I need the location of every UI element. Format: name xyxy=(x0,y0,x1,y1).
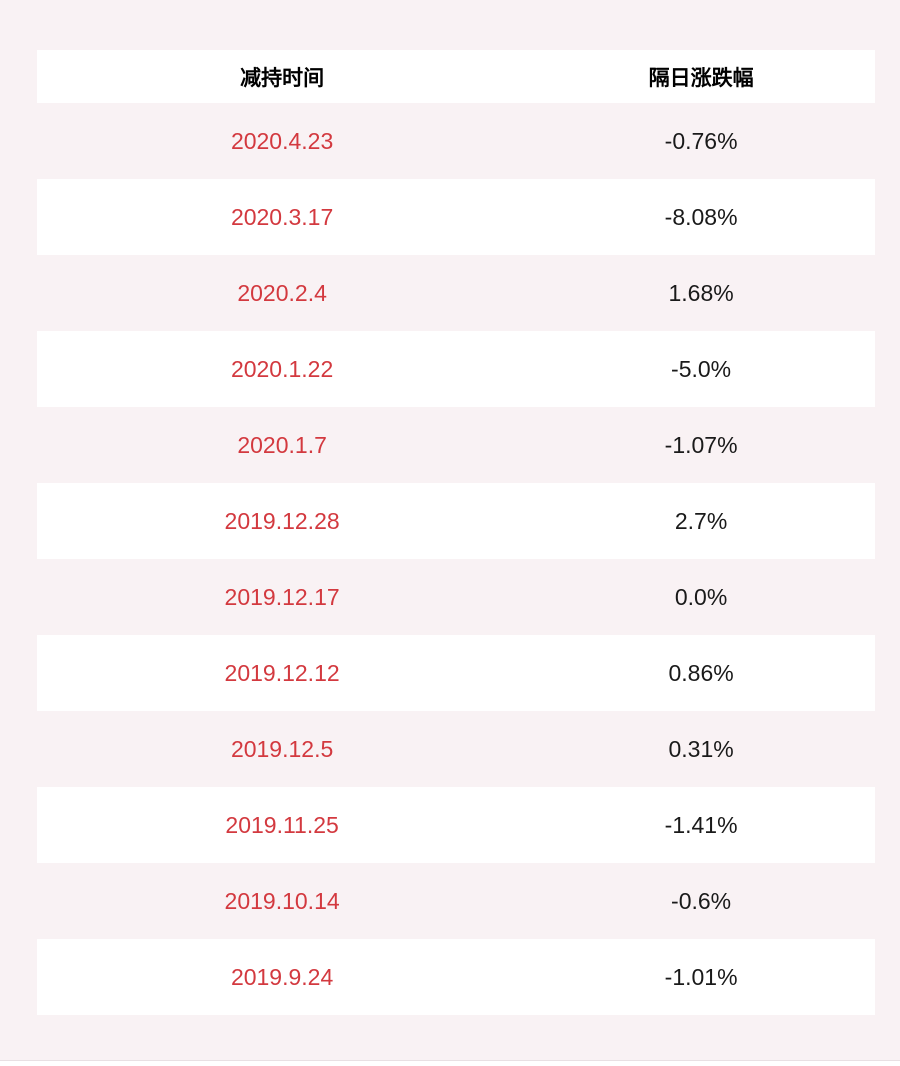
next-day-change-cell: 2.7% xyxy=(674,507,728,534)
reduction-date-cell: 2020.2.4 xyxy=(237,279,327,306)
reduction-date-cell: 2019.12.17 xyxy=(224,583,340,610)
table-row: 2019.10.14 -0.6% xyxy=(37,863,875,939)
reduction-date-cell: 2019.12.5 xyxy=(230,735,334,762)
reduction-change-table: 减持时间 隔日涨跌幅 2020.4.23 -0.76% 2020.3.17 -8.08… xyxy=(37,50,875,1015)
table-row: 2019.12.17 0.0% xyxy=(37,559,875,635)
next-day-change-cell: 0.0% xyxy=(674,583,728,610)
next-day-change-cell: -1.01% xyxy=(664,963,738,990)
table-body: 2020.4.23 -0.76% 2020.3.17 -8.08% 2020.2.4 1.… xyxy=(37,103,875,1015)
bottom-white-strip xyxy=(0,1061,900,1066)
next-day-change-cell: -1.07% xyxy=(664,431,738,458)
next-day-change-cell: 0.31% xyxy=(668,735,734,762)
bottom-divider-line xyxy=(0,1060,900,1061)
reduction-date-cell: 2019.12.28 xyxy=(224,507,340,534)
reduction-date-cell: 2019.10.14 xyxy=(224,887,340,914)
column-header-next-day-change: 隔日涨跌幅 xyxy=(648,66,754,90)
next-day-change-cell: -0.6% xyxy=(671,887,732,914)
table-row: 2020.2.4 1.68% xyxy=(37,255,875,331)
column-header-reduction-time: 减持时间 xyxy=(240,66,325,90)
table-header-row: 减持时间 隔日涨跌幅 xyxy=(37,50,875,103)
reduction-date-cell: 2020.1.22 xyxy=(230,355,334,382)
next-day-change-cell: -1.41% xyxy=(664,811,738,838)
table-row: 2019.12.28 2.7% xyxy=(37,483,875,559)
table-row: 2019.11.25 -1.41% xyxy=(37,787,875,863)
table-row: 2020.3.17 -8.08% xyxy=(37,179,875,255)
reduction-date-cell: 2020.1.7 xyxy=(237,431,327,458)
next-day-change-cell: 1.68% xyxy=(668,279,734,306)
reduction-date-cell: 2019.9.24 xyxy=(230,963,334,990)
reduction-date-cell: 2020.4.23 xyxy=(230,127,334,154)
next-day-change-cell: -5.0% xyxy=(671,355,732,382)
table-row: 2020.1.7 -1.07% xyxy=(37,407,875,483)
table-row: 2020.1.22 -5.0% xyxy=(37,331,875,407)
table-row: 2020.4.23 -0.76% xyxy=(37,103,875,179)
table-row: 2019.9.24 -1.01% xyxy=(37,939,875,1015)
next-day-change-cell: 0.86% xyxy=(668,659,734,686)
next-day-change-cell: -8.08% xyxy=(664,203,738,230)
reduction-date-cell: 2019.12.12 xyxy=(224,659,340,686)
reduction-date-cell: 2020.3.17 xyxy=(230,203,334,230)
reduction-date-cell: 2019.11.25 xyxy=(225,811,339,838)
table-row: 2019.12.5 0.31% xyxy=(37,711,875,787)
next-day-change-cell: -0.76% xyxy=(664,127,738,154)
table-row: 2019.12.12 0.86% xyxy=(37,635,875,711)
